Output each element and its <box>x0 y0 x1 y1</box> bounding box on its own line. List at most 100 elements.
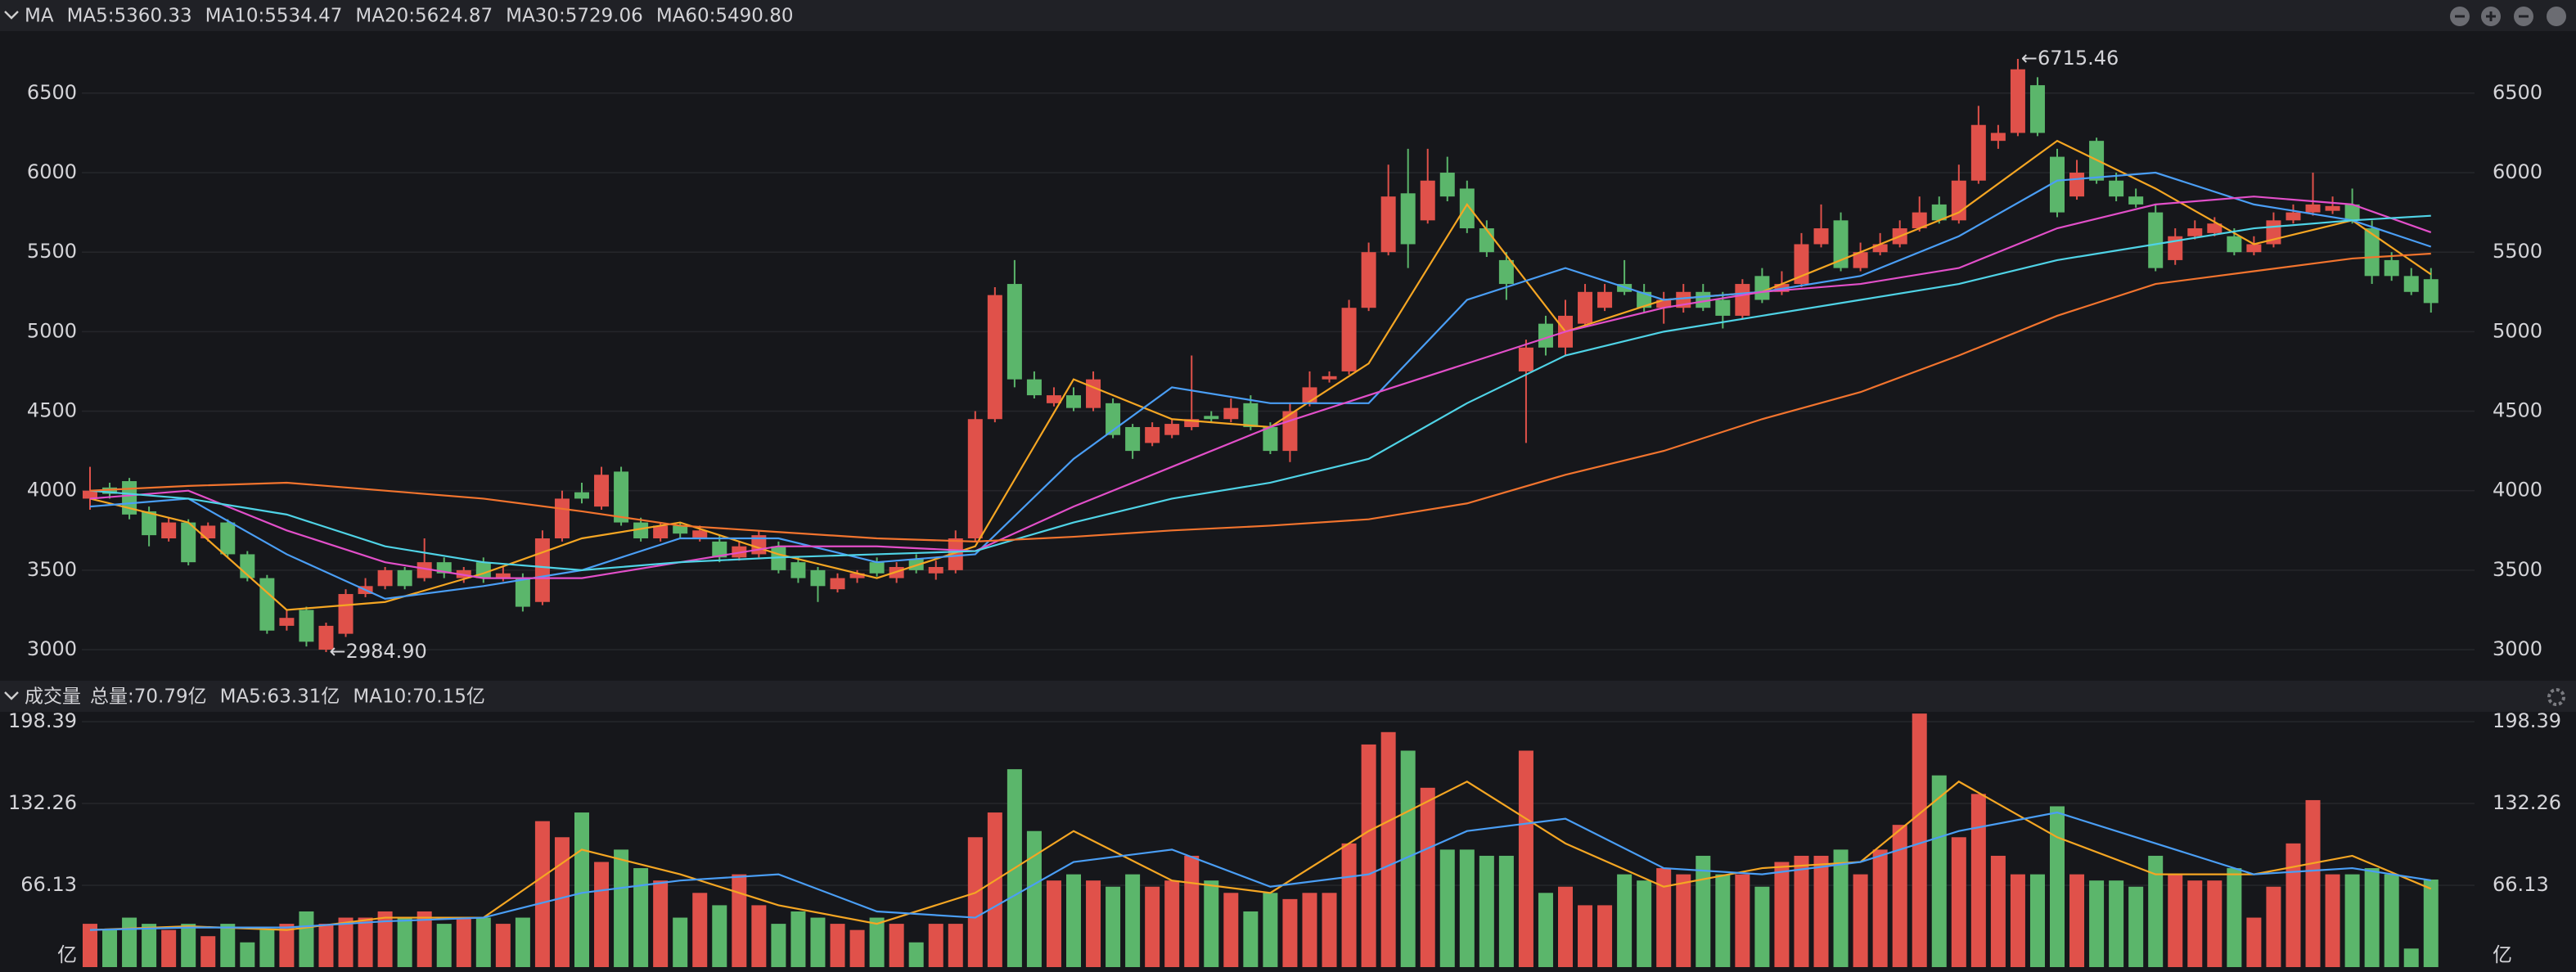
volume-bar <box>2246 917 2262 967</box>
candle-body <box>2227 236 2242 253</box>
candle-body <box>1754 276 1770 300</box>
y-tick-label: 4500 <box>2493 399 2542 422</box>
volume-bar <box>1106 886 1121 967</box>
volume-bar <box>397 917 412 967</box>
volume-bar <box>1951 837 1966 967</box>
candle-body <box>1498 259 1514 285</box>
candle-body <box>102 487 118 494</box>
volume-bar <box>1578 905 1593 967</box>
candle-body <box>2148 212 2164 268</box>
volume-bar <box>712 905 727 967</box>
collapse-icon[interactable] <box>4 11 19 20</box>
candle-body <box>1735 284 1750 316</box>
candle-body <box>692 530 708 539</box>
candle-body <box>1813 228 1829 245</box>
candle-body <box>200 525 216 539</box>
candle-body <box>1597 291 1613 308</box>
candle-body <box>338 594 354 634</box>
volume-bar <box>732 874 747 967</box>
y-tick-label: 6500 <box>27 81 77 104</box>
volume-bar <box>2227 868 2242 967</box>
candle-body <box>1931 204 1947 221</box>
candle-body <box>948 538 963 570</box>
volume-bar <box>1263 893 1278 967</box>
volume-bar <box>1026 830 1042 967</box>
collapse-icon[interactable] <box>4 691 19 700</box>
volume-bar <box>2128 886 2144 967</box>
settings-button[interactable] <box>2547 7 2566 26</box>
candle-body <box>1380 196 1396 253</box>
volume-bar <box>1341 843 1357 967</box>
volume-bar <box>240 942 255 967</box>
volume-bar <box>2423 879 2439 967</box>
volume-bar <box>2029 874 2045 967</box>
candle-body <box>2187 228 2203 236</box>
volume-bar <box>1813 855 1829 967</box>
volume-bar <box>2148 855 2164 967</box>
candle-body <box>1341 308 1357 371</box>
volume-bar <box>830 924 845 967</box>
ma-line <box>89 214 2431 571</box>
ma-line <box>89 252 2431 543</box>
volume-bar <box>2325 874 2340 967</box>
candle-body <box>1145 426 1160 443</box>
candle-body <box>1046 395 1061 403</box>
volume-bar <box>1361 744 1376 967</box>
volume-bar <box>2384 874 2399 967</box>
volume-bar <box>1794 855 1809 967</box>
volume-bar <box>181 924 196 967</box>
volume-bar <box>1518 750 1533 967</box>
volume-bar <box>1558 886 1573 967</box>
volume-bar <box>279 924 295 967</box>
candle-body <box>849 573 865 578</box>
candle-body <box>673 525 688 534</box>
y-tick-label: 5000 <box>2493 319 2542 342</box>
candle-body <box>1223 407 1239 420</box>
volume-bar <box>2168 874 2183 967</box>
y-tick-label: 5500 <box>2493 240 2542 263</box>
volume-bar <box>1439 849 1455 967</box>
volume-bar <box>1204 880 1219 967</box>
annotation: ←6715.46 <box>2021 47 2119 70</box>
candle-body <box>869 562 885 574</box>
volume-bar <box>1066 874 1081 967</box>
y-tick-label: 66.13 <box>20 873 77 896</box>
volume-bar <box>122 917 137 967</box>
candle-body <box>987 295 1002 420</box>
volume-bar <box>1990 855 2006 967</box>
volume-bar <box>633 868 649 967</box>
candle-body <box>1322 376 1337 380</box>
volume-bar <box>1164 880 1180 967</box>
candle-body <box>2305 204 2321 213</box>
settings-button[interactable] <box>2547 688 2565 706</box>
volume-bar <box>967 837 983 967</box>
candle-body <box>1125 426 1141 452</box>
y-tick-label: 5500 <box>27 240 77 263</box>
candle-body <box>1007 284 1022 380</box>
legend-entry: MA10:5534.47 <box>205 6 343 27</box>
y-tick-label: 198.39 <box>8 709 77 732</box>
volume-bar <box>987 812 1002 967</box>
candle-body <box>1439 173 1455 197</box>
volume-bar <box>2109 880 2124 967</box>
candle-body <box>495 573 511 578</box>
candle-body <box>142 511 157 536</box>
y-tick-label: 6000 <box>2493 160 2542 183</box>
candle-body <box>161 522 177 539</box>
volume-bar <box>161 929 177 967</box>
candle-body <box>1420 180 1435 221</box>
volume-bar <box>1696 855 1711 967</box>
volume-summary: 总量:70.79亿 <box>90 686 207 708</box>
candle-body <box>712 541 727 558</box>
volume-bar <box>377 911 393 967</box>
volume-header <box>0 681 2576 712</box>
y-tick-label: 4500 <box>27 399 77 422</box>
volume-bar <box>594 862 610 967</box>
volume-bar <box>2207 880 2222 967</box>
y-tick-label: 132.26 <box>2493 791 2561 814</box>
candle-body <box>614 471 629 523</box>
volume-bar <box>1046 880 1061 967</box>
candle-body <box>220 522 236 555</box>
volume-bar <box>1223 893 1239 967</box>
